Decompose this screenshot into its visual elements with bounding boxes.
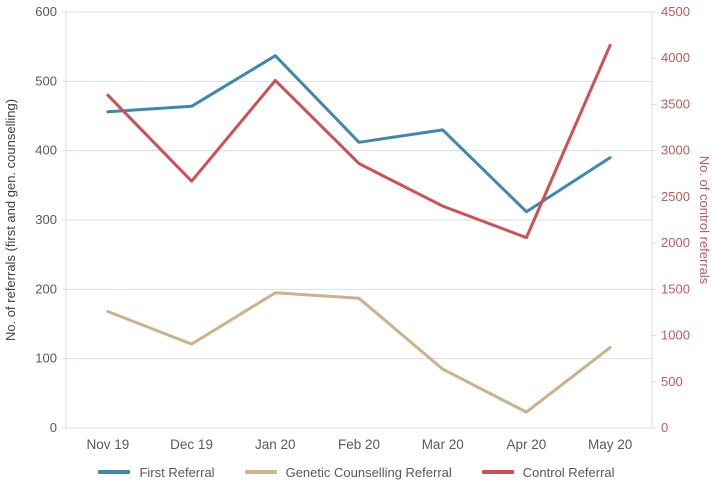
right-axis-tick-label: 4000	[661, 50, 690, 65]
x-axis-tick-label: Apr 20	[507, 437, 547, 452]
x-axis-tick-label: May 20	[588, 437, 632, 452]
x-axis-tick-label: Nov 19	[86, 437, 129, 452]
series-line-genetic-counselling-referral	[106, 291, 612, 414]
left-axis-tick-label: 400	[35, 143, 57, 158]
left-axis-tick-label: 0	[50, 420, 57, 435]
legend-swatch-control-referral	[481, 470, 514, 474]
legend-label-first-referral: First Referral	[139, 464, 215, 480]
legend-swatch-genetic-counselling-referral	[244, 470, 277, 474]
x-axis-tick-label: Feb 20	[338, 437, 380, 452]
right-axis-tick-label: 2000	[661, 235, 690, 250]
right-axis-tick-label: 3500	[661, 96, 690, 111]
right-axis-tick-label: 2500	[661, 189, 690, 204]
right-axis-tick-label: 4500	[661, 4, 690, 19]
legend-item-first-referral: First Referral	[98, 464, 215, 480]
x-axis-tick-label: Mar 20	[422, 437, 464, 452]
right-axis-tick-label: 1500	[661, 281, 690, 296]
legend-label-genetic-counselling-referral: Genetic Counselling Referral	[285, 464, 452, 480]
legend-item-genetic-counselling-referral: Genetic Counselling Referral	[244, 464, 452, 480]
right-axis-title: No. of control referrals	[697, 156, 712, 285]
left-axis-title: No. of referrals (first and gen. counsel…	[3, 99, 18, 341]
series-line-control-referral	[106, 43, 612, 240]
series-line-first-referral	[106, 54, 612, 214]
legend-label-control-referral: Control Referral	[522, 464, 615, 480]
chart-legend: First Referral Genetic Counselling Refer…	[0, 461, 713, 483]
legend-item-control-referral: Control Referral	[481, 464, 615, 480]
chart-canvas: 0 100 200 300 400 500 600 0 500 1000 1500 2000 2500 3…	[3, 4, 712, 452]
left-axis-tick-label: 200	[35, 281, 57, 296]
left-axis-tick-label: 300	[35, 212, 57, 227]
right-axis-tick-label: 1000	[661, 328, 690, 343]
right-axis-tick-label: 500	[661, 374, 683, 389]
right-axis-tick-label: 0	[661, 420, 668, 435]
x-axis-tick-label: Dec 19	[170, 437, 213, 452]
left-axis-tick-label: 500	[35, 73, 57, 88]
legend-swatch-first-referral	[98, 470, 131, 474]
left-axis-tick-label: 600	[35, 4, 57, 19]
right-axis-tick-label: 3000	[661, 143, 690, 158]
left-axis-tick-label: 100	[35, 351, 57, 366]
x-axis-tick-label: Jan 20	[255, 437, 296, 452]
